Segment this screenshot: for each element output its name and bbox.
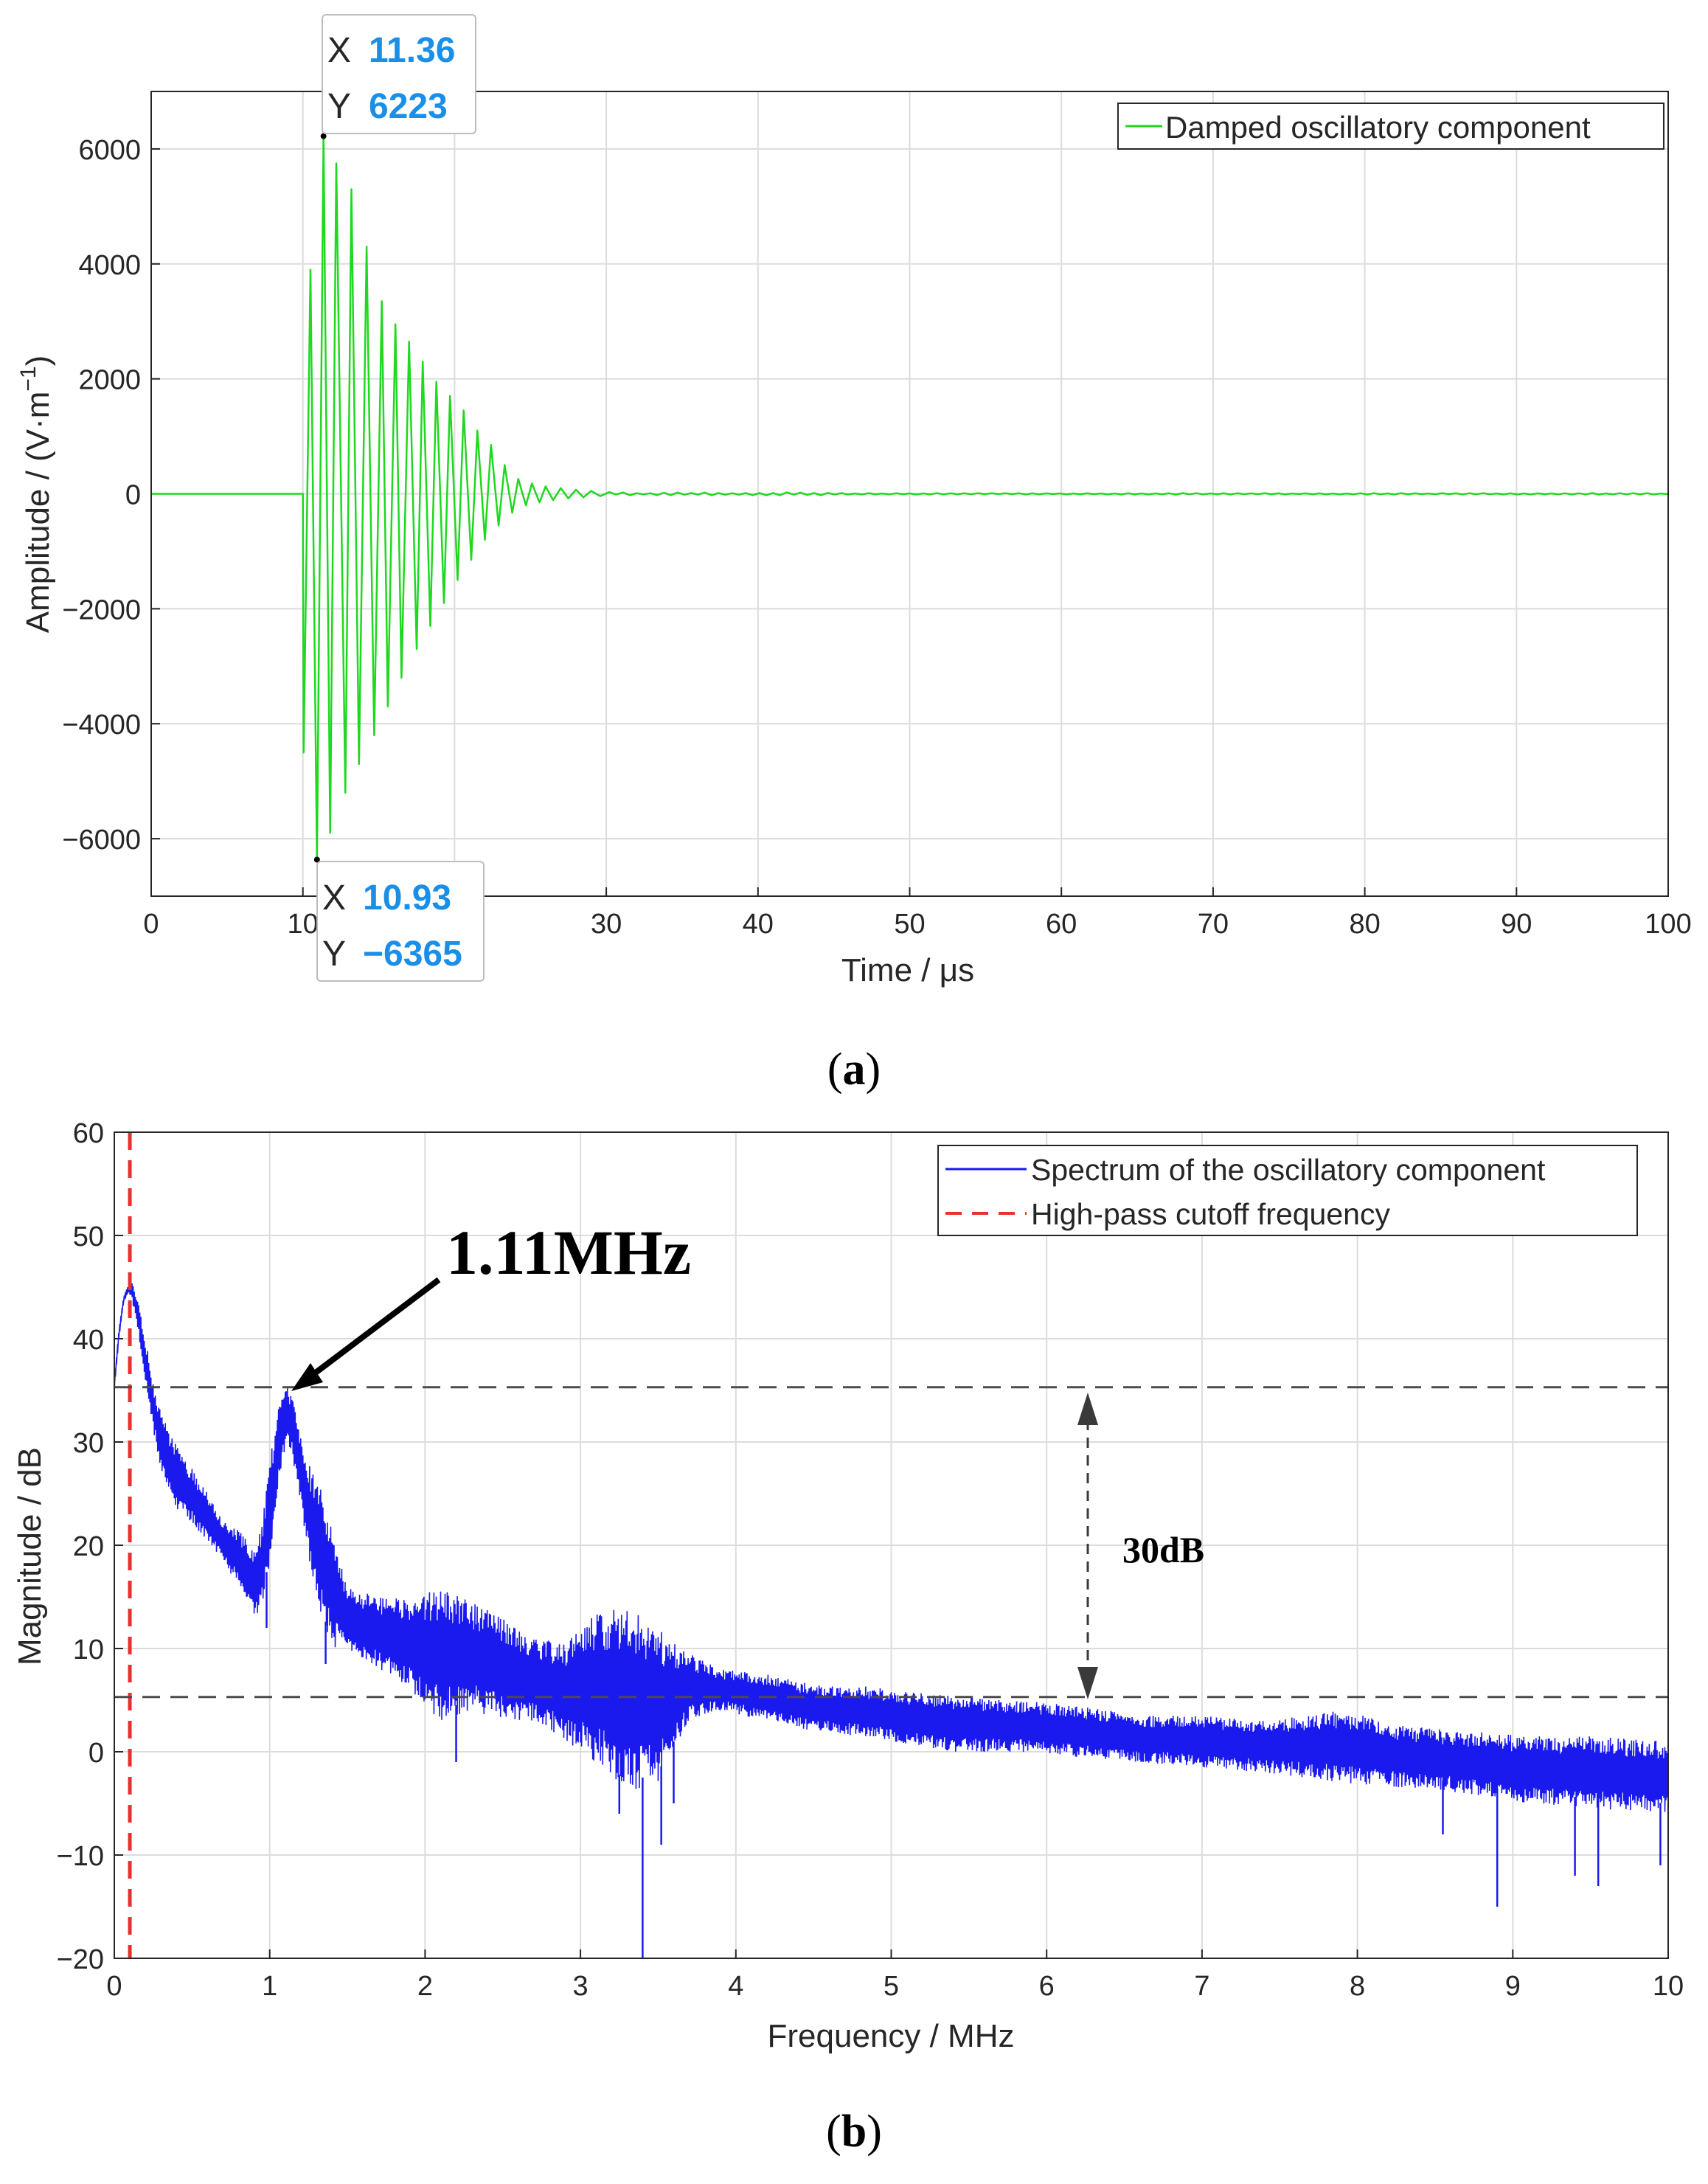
x-tick-label: 90: [1501, 909, 1532, 940]
series-line-damped-oscillatory-component: [151, 135, 1669, 861]
x-tick-label: 80: [1349, 909, 1380, 940]
peak-arrow-shaft: [308, 1277, 441, 1380]
y-tick-label: 40: [73, 1325, 104, 1356]
x-tick-label: 50: [894, 909, 925, 940]
datatip-min: X 10.93 Y −6365: [316, 861, 485, 982]
datatip-min-x-label: X: [322, 878, 346, 918]
panel-b-chart: 0 1 2 3 4 5 6 7 8 9 10 −20 −10 0 10 20 30 40 50 60 Frequen…: [12, 1118, 1684, 2157]
panel-a-y-axis-label-exponent: −1: [16, 366, 41, 391]
y-tick-label: 60: [73, 1118, 104, 1149]
panel-b-legend-label-spectrum: Spectrum of the oscillatory component: [1031, 1153, 1546, 1187]
panel-a-legend: Damped oscillatory component: [1117, 103, 1664, 150]
y-tick-label: 2000: [78, 365, 141, 396]
datatip-min-y-label: Y: [322, 935, 346, 974]
datatip-max-x-label: X: [327, 31, 351, 70]
x-tick-label: 4: [728, 1971, 743, 2002]
panel-a-letter: a: [843, 1044, 866, 1095]
x-tick-label: 40: [743, 909, 774, 940]
datatip-marker: [320, 133, 327, 139]
y-tick-label: −6000: [62, 825, 141, 856]
x-tick-label: 10: [288, 909, 319, 940]
x-tick-label: 3: [573, 1971, 589, 2002]
x-tick-label: 7: [1194, 1971, 1209, 2002]
x-tick-label: 60: [1046, 909, 1077, 940]
x-tick-label: 0: [106, 1971, 122, 2002]
x-tick-label: 5: [883, 1971, 899, 2002]
y-tick-label: 6000: [78, 135, 141, 166]
panel-a-y-axis-label-main: Amplitude / (V·m: [20, 392, 56, 634]
panel-a-y-tick-labels: −6000 −4000 −2000 0 2000 4000 6000: [62, 135, 141, 856]
panel-b-letter: b: [841, 2107, 867, 2157]
panel-b-legend-box: [937, 1145, 1638, 1236]
panel-a-label: (a): [827, 1044, 881, 1095]
x-tick-label: 2: [417, 1971, 433, 2002]
y-tick-label: −20: [57, 1944, 104, 1975]
panel-b-y-axis-label: Magnitude / dB: [12, 1447, 48, 1665]
y-tick-label: 4000: [78, 250, 141, 281]
panel-a-legend-box: [1117, 103, 1664, 150]
datatip-max-x-value: 11.36: [369, 31, 455, 70]
y-tick-label: 20: [73, 1531, 104, 1562]
x-tick-label: 9: [1505, 1971, 1521, 2002]
datatip-max-y-label: Y: [327, 87, 351, 126]
y-tick-label: −4000: [62, 710, 141, 741]
panel-b-label: (b): [826, 2107, 882, 2157]
datatip-max-y-value: 6223: [369, 87, 448, 126]
x-tick-label: 100: [1645, 909, 1691, 940]
panel-b-annotations: 1.11MHz 30dB: [291, 1217, 1204, 1699]
difference-label: 30dB: [1122, 1529, 1204, 1570]
panel-b-x-axis-label: Frequency / MHz: [768, 2018, 1015, 2054]
difference-arrow-head-down: [1077, 1667, 1098, 1699]
peak-arrow-head: [291, 1363, 323, 1391]
panel-b-reference-lines: [114, 1386, 1668, 1699]
x-tick-label: 30: [591, 909, 622, 940]
datatip-max-box: [322, 14, 476, 134]
difference-arrow-head-up: [1077, 1393, 1098, 1425]
panel-a-axes-box: [150, 91, 1669, 897]
datatip-max: X 11.36 Y 6223: [322, 14, 476, 134]
x-tick-label: 70: [1198, 909, 1229, 940]
y-tick-label: 0: [125, 480, 141, 511]
panel-a-series-layer: [151, 133, 1669, 863]
y-tick-label: 10: [73, 1634, 104, 1665]
datatip-min-x-value: 10.93: [363, 878, 451, 918]
panel-b-y-tick-labels: −20 −10 0 10 20 30 40 50 60: [57, 1118, 104, 1975]
y-tick-label: 50: [73, 1221, 104, 1252]
datatip-min-y-value: −6365: [363, 935, 462, 974]
x-tick-label: 0: [143, 909, 159, 940]
y-tick-label: −10: [57, 1841, 104, 1872]
x-tick-label: 6: [1039, 1971, 1055, 2002]
panel-a-y-axis-label: Amplitude / (V·m−1): [16, 356, 56, 634]
x-tick-label: 8: [1350, 1971, 1365, 2002]
x-tick-label: 10: [1653, 1971, 1684, 2002]
x-tick-label: 1: [262, 1971, 277, 2002]
panel-b-axes-box: [114, 1131, 1669, 1959]
datatip-marker: [313, 856, 320, 863]
panel-a-chart: 0102030405060708090100 −6000−4000−200002…: [16, 14, 1692, 1095]
y-tick-label: 30: [73, 1428, 104, 1459]
panel-a-legend-label: Damped oscillatory component: [1165, 110, 1591, 145]
peak-frequency-label: 1.11MHz: [446, 1217, 691, 1288]
series-line-spectrum: [114, 1283, 1669, 1812]
panel-b-series-layer: [114, 1132, 1669, 1958]
datatip-min-box: [316, 861, 485, 982]
panel-a-x-axis-label: Time / μs: [841, 952, 974, 988]
panel-a-x-tick-labels: 0102030405060708090100: [143, 909, 1691, 940]
panel-b-legend: Spectrum of the oscillatory component Hi…: [937, 1145, 1638, 1236]
panel-b-x-tick-labels: 0 1 2 3 4 5 6 7 8 9 10: [106, 1971, 1684, 2002]
panel-a-y-axis-label-close: ): [20, 356, 56, 367]
y-tick-label: −2000: [62, 594, 141, 625]
y-tick-label: 0: [88, 1738, 104, 1769]
panel-b-legend-label-cutoff: High-pass cutoff frequency: [1031, 1197, 1390, 1231]
